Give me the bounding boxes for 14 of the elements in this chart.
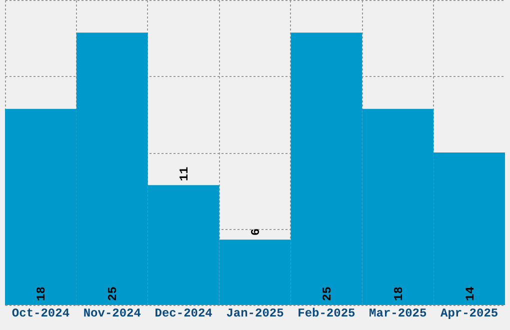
data-label: 18	[34, 286, 49, 301]
data-label: 25	[320, 286, 334, 301]
x-tick-label: Nov-2024	[83, 306, 141, 320]
data-label: 14	[463, 286, 478, 301]
x-tick-label: Oct-2024	[12, 306, 70, 320]
data-label: 6	[249, 228, 263, 236]
x-tick-label: Mar-2025	[369, 306, 427, 320]
x-tick-label: Jan-2025	[226, 306, 284, 320]
data-label: 18	[392, 286, 406, 301]
data-label: 25	[106, 286, 120, 301]
data-label: 11	[178, 166, 192, 182]
x-tick-label: Feb-2025	[298, 306, 356, 320]
x-tick-label: Dec-2024	[154, 306, 212, 320]
x-tick-label: Apr-2025	[440, 306, 498, 320]
